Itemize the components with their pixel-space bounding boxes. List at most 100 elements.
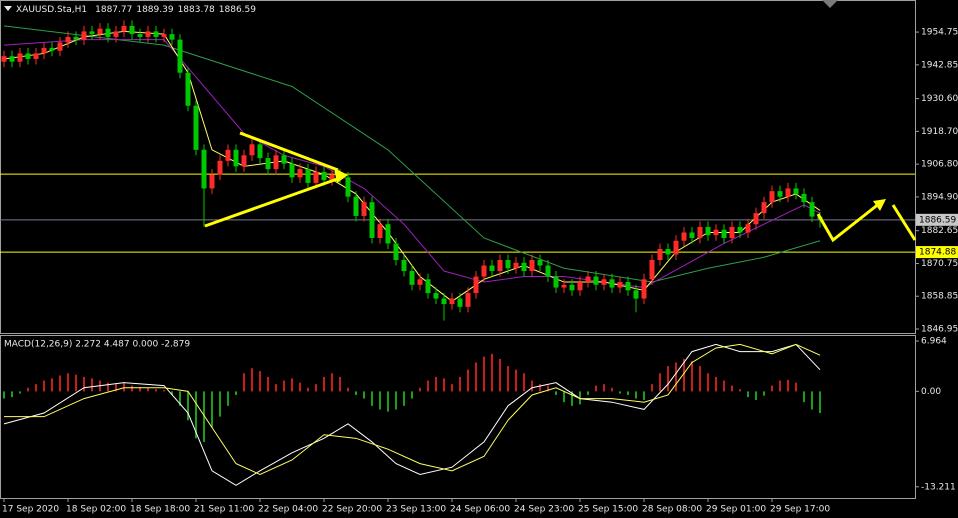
candle-body (217, 160, 223, 175)
candle-body (377, 224, 383, 238)
last-open: 1887.77 (95, 5, 132, 15)
axes: 1954.75 1942.85 1930.60 1918.70 1906.80 1894.… (2, 28, 958, 515)
candle-body (729, 226, 735, 238)
candle-body (129, 25, 135, 35)
candle-body (201, 149, 207, 189)
candle-body (425, 279, 431, 294)
macd-line (4, 343, 821, 475)
candle-body (353, 196, 359, 216)
y-tick-label: -13.211 (921, 482, 956, 492)
x-tick-label: 25 Sep 15:00 (578, 505, 638, 515)
candle-body (449, 298, 455, 305)
candle-body (649, 260, 655, 280)
candle-body (785, 188, 791, 197)
candle-body (385, 224, 391, 244)
candle-body (529, 260, 535, 272)
candle-body (313, 171, 319, 183)
candle-body (281, 155, 287, 164)
trend-line (239, 131, 339, 172)
candle-body (577, 282, 583, 291)
candle-body (161, 34, 167, 37)
corner-marker (822, 0, 838, 8)
candle-body (89, 31, 95, 35)
candle-body (801, 193, 807, 203)
moving-average (3, 25, 821, 283)
candle-body (185, 72, 191, 106)
candle-body (625, 282, 631, 291)
candle-body (545, 265, 551, 277)
y-tick-label: 1906.80 (921, 160, 958, 170)
level-label-box (916, 246, 958, 259)
arrow-head (873, 199, 886, 211)
candle-body (761, 202, 767, 214)
x-tick-label: 24 Sep 23:00 (514, 505, 574, 515)
chart-title: XAUUSD.Sta,H1 1887.77 1889.39 1883.78 1886.5… (16, 5, 256, 15)
candle-body (417, 279, 423, 285)
candle-body (345, 177, 351, 197)
candle-body (81, 31, 87, 40)
main-plot (0, 20, 915, 321)
y-tick-label: 1882.65 (921, 226, 958, 236)
candle-body (257, 144, 263, 159)
x-tick-label: 17 Sep 2020 (2, 505, 59, 515)
candle-body (401, 260, 407, 272)
candle-body (569, 284, 575, 291)
candle-body (753, 213, 759, 225)
candle-body (33, 53, 39, 59)
candle-body (497, 260, 503, 272)
x-tick-label: 22 Sep 04:00 (258, 505, 318, 515)
x-tick-label: 23 Sep 13:00 (386, 505, 446, 515)
candle-body (745, 224, 751, 233)
arrow-heads (334, 168, 886, 211)
x-tick-label: 22 Sep 20:00 (322, 505, 382, 515)
candle-body (721, 229, 727, 238)
candle-body (777, 191, 783, 197)
y-tick-label: 1954.75 (921, 28, 958, 38)
candle-body (809, 202, 815, 217)
macd-line (3, 343, 821, 486)
x-tick-label: 21 Sep 11:00 (194, 505, 254, 515)
candle-body (521, 262, 527, 272)
candle-body (233, 149, 239, 167)
y-tick-label: 1918.70 (921, 127, 958, 137)
y-tick-label: 1870.75 (921, 259, 958, 269)
candle-body (297, 169, 303, 178)
trend-annotations (204, 131, 917, 243)
x-tick-label: 29 Sep 01:00 (706, 505, 766, 515)
candle-body (241, 155, 247, 167)
candle-body (1, 56, 7, 62)
projection-arrow (816, 201, 881, 243)
candle-body (489, 265, 495, 272)
candle-body (73, 36, 79, 40)
menu-triangle[interactable] (4, 6, 12, 11)
candle-body (321, 171, 327, 181)
candle-body (273, 155, 279, 170)
candle-body (329, 174, 335, 181)
candle-body (593, 276, 599, 285)
level-label: 1874.88 (919, 248, 956, 258)
x-tick-label: 28 Sep 08:00 (642, 505, 702, 515)
candle-body (265, 158, 271, 170)
macd-title: MACD(12,26,9) 2.272 4.487 0.000 -2.879 (4, 340, 190, 350)
candle-body (633, 290, 639, 299)
candle-body (49, 47, 55, 51)
candle-body (305, 169, 311, 183)
y-tick-label: 6.964 (921, 337, 947, 347)
candle-body (105, 28, 111, 37)
candle-body (289, 163, 295, 178)
candle-body (513, 262, 519, 269)
symbol: XAUUSD.Sta,H1 (16, 5, 87, 15)
candle-body (601, 279, 607, 285)
candle-body (121, 25, 127, 32)
candle-body (225, 149, 231, 161)
x-tick-label: 18 Sep 18:00 (130, 505, 190, 515)
main-frame (0, 0, 916, 334)
last-low: 1883.78 (178, 5, 215, 15)
candle-body (433, 293, 439, 299)
candle-body (617, 282, 623, 288)
candle-body (505, 260, 511, 269)
candle-body (57, 42, 63, 51)
last-price-box (916, 213, 958, 226)
candle-body (113, 31, 119, 37)
candle-body (193, 105, 199, 150)
